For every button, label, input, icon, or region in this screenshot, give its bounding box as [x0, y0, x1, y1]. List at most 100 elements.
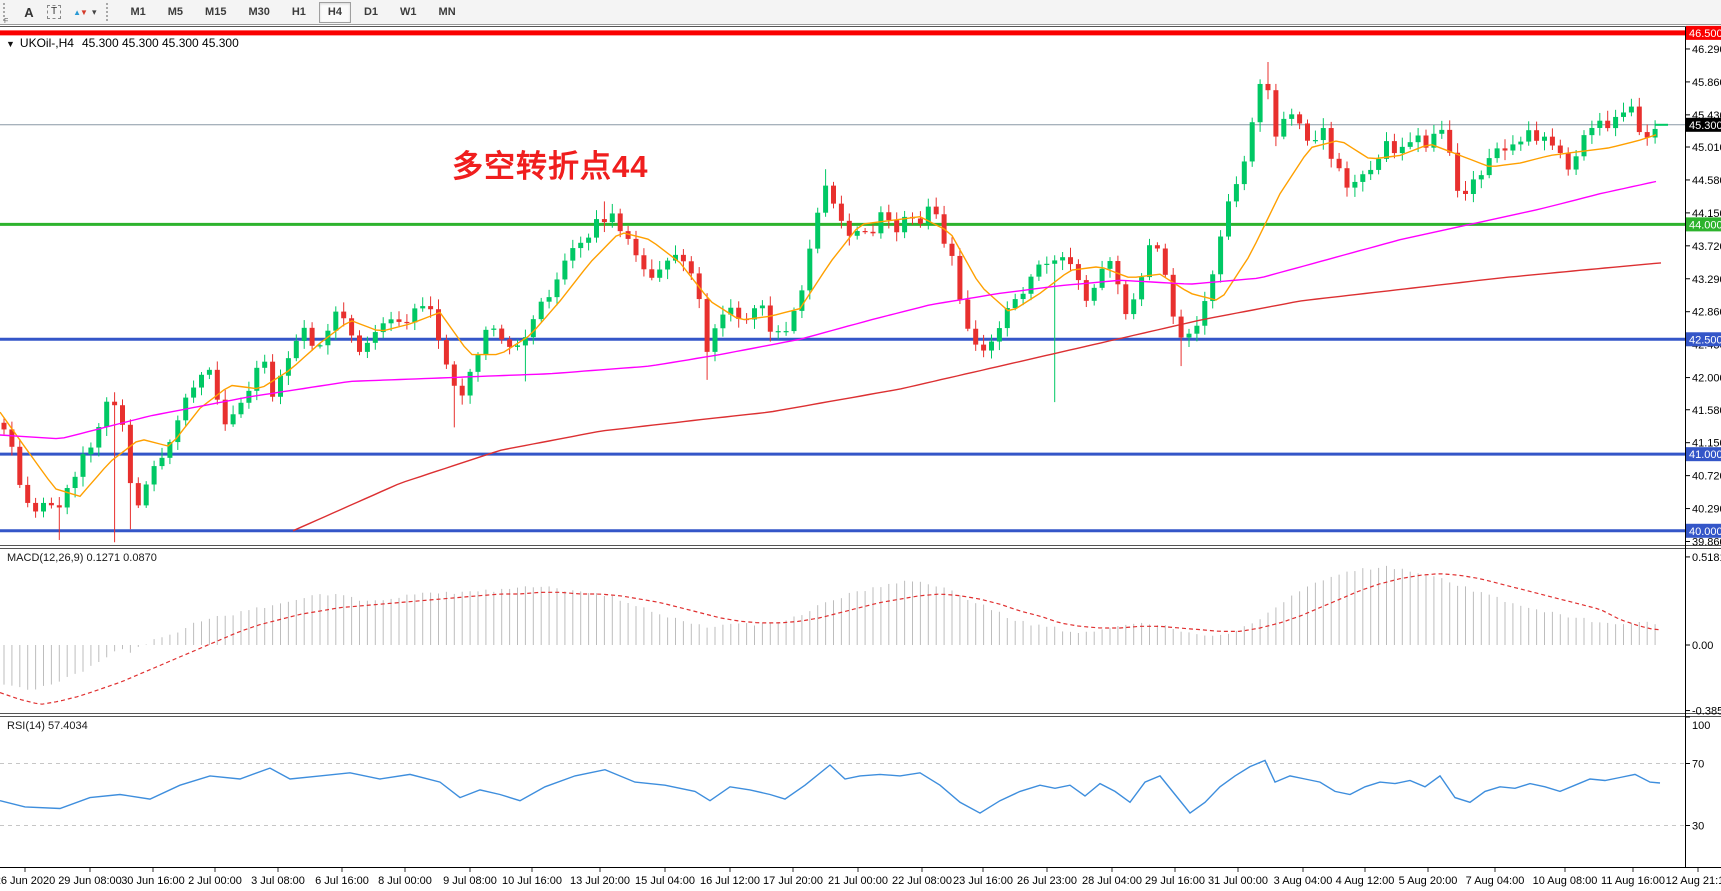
timeframe-button-M1[interactable]: M1	[130, 6, 146, 18]
timeframe-button-H1[interactable]: H1	[291, 6, 306, 18]
arrows-icon: ▲ ▼ ▾	[73, 7, 96, 18]
svg-text:5 Aug 20:00: 5 Aug 20:00	[1399, 875, 1458, 887]
svg-text:42.860: 42.860	[1692, 307, 1721, 319]
price-axis[interactable]: 46.29045.86045.43045.01044.58044.15043.7…	[1685, 25, 1721, 833]
svg-text:30: 30	[1692, 821, 1704, 833]
svg-text:15 Jul 04:00: 15 Jul 04:00	[635, 875, 695, 887]
svg-text:7 Aug 04:00: 7 Aug 04:00	[1466, 875, 1525, 887]
price-badge-44.000	[1686, 217, 1721, 232]
svg-text:31 Jul 00:00: 31 Jul 00:00	[1208, 875, 1268, 887]
svg-text:100: 100	[1692, 720, 1710, 732]
rsi-indicator-label: RSI(14) 57.4034	[7, 720, 88, 732]
svg-text:44.150: 44.150	[1692, 208, 1721, 220]
text-box-tool-glyph: T	[47, 5, 62, 19]
svg-text:45.300: 45.300	[1689, 120, 1721, 132]
timeframe-button-MN[interactable]: MN	[438, 6, 456, 18]
time-axis[interactable]: 26 Jun 2020 29 Jun 08:00 30 Jun 16:00 2 Jul…	[0, 868, 1721, 887]
svg-text:29 Jul 16:00: 29 Jul 16:00	[1145, 875, 1205, 887]
svg-text:22 Jul 08:00: 22 Jul 08:00	[892, 875, 952, 887]
svg-text:16 Jul 12:00: 16 Jul 12:00	[700, 875, 760, 887]
svg-text:10 Aug 08:00: 10 Aug 08:00	[1533, 875, 1598, 887]
ohlc-values: 45.300 45.300 45.300 45.300	[81, 36, 239, 50]
svg-text:30 Jun 16:00: 30 Jun 16:00	[121, 875, 185, 887]
price-badge-46.500	[1686, 25, 1721, 40]
svg-text:43.290: 43.290	[1692, 274, 1721, 286]
svg-text:21 Jul 00:00: 21 Jul 00:00	[828, 875, 888, 887]
svg-text:41.150: 41.150	[1692, 438, 1721, 450]
arrow-up-icon: ▲	[73, 7, 82, 17]
svg-text:46.290: 46.290	[1692, 44, 1721, 56]
price-badge-42.500	[1686, 332, 1721, 347]
timeframe-button-W1[interactable]: W1	[400, 6, 417, 18]
toolbar: F A T ▲ ▼ ▾ M1 M5 M15 M30 H1 H4 D1 W1 MN	[0, 0, 1721, 25]
svg-text:3 Aug 04:00: 3 Aug 04:00	[1274, 875, 1333, 887]
svg-text:12 Aug 21:15: 12 Aug 21:15	[1666, 875, 1721, 887]
svg-text:4 Aug 12:00: 4 Aug 12:00	[1336, 875, 1395, 887]
ma-fast-line	[0, 134, 1657, 498]
rsi-line	[0, 759, 1661, 815]
svg-text:28 Jul 04:00: 28 Jul 04:00	[1082, 875, 1142, 887]
svg-text:39.860: 39.860	[1692, 537, 1721, 549]
symbol-period-label: UKOil-,H4	[19, 36, 74, 50]
svg-text:42.000: 42.000	[1692, 373, 1721, 385]
svg-text:9 Jul 08:00: 9 Jul 08:00	[443, 875, 497, 887]
svg-text:43.720: 43.720	[1692, 241, 1721, 253]
svg-text:42.500: 42.500	[1689, 334, 1721, 346]
svg-text:2 Jul 00:00: 2 Jul 00:00	[188, 875, 242, 887]
chart-text-annotation[interactable]: 多空转折点44	[452, 149, 649, 184]
timeframe-button-M15[interactable]: M15	[205, 6, 227, 18]
svg-text:45.860: 45.860	[1692, 77, 1721, 89]
timeframe-button-M5[interactable]: M5	[167, 6, 184, 18]
toolbar-grip[interactable]: F	[3, 3, 12, 25]
grip-f-label: F	[4, 18, 9, 25]
timeframe-button-H4[interactable]: H4	[318, 1, 351, 23]
svg-text:41.580: 41.580	[1692, 405, 1721, 417]
svg-text:40.000: 40.000	[1689, 526, 1721, 538]
text-label-tool-button[interactable]: A	[18, 2, 40, 22]
price-badge-45.300	[1686, 117, 1721, 132]
svg-text:46.500: 46.500	[1689, 28, 1721, 40]
svg-text:13 Jul 20:00: 13 Jul 20:00	[570, 875, 630, 887]
macd-indicator-label: MACD(12,26,9) 0.1271 0.0870	[7, 552, 157, 564]
svg-text:29 Jun 08:00: 29 Jun 08:00	[58, 875, 122, 887]
candlesticks	[1, 61, 1658, 543]
macd-panel	[0, 565, 1660, 705]
svg-text:11 Aug 16:00: 11 Aug 16:00	[1601, 875, 1665, 887]
svg-text:26 Jul 23:00: 26 Jul 23:00	[1017, 875, 1077, 887]
svg-text:44.000: 44.000	[1689, 219, 1721, 231]
svg-text:45.010: 45.010	[1692, 142, 1721, 154]
toolbar-grip-2[interactable]	[106, 3, 115, 21]
timeframe-button-M30[interactable]: M30	[248, 6, 270, 18]
price-badge-41.000	[1686, 447, 1721, 462]
svg-text:26 Jun 2020: 26 Jun 2020	[0, 875, 55, 887]
chart-title: ▼ UKOil-,H4 45.300 45.300 45.300 45.300	[6, 36, 239, 50]
ma-medium-line	[0, 180, 1657, 440]
svg-text:41.000: 41.000	[1689, 449, 1721, 461]
svg-text:40.290: 40.290	[1692, 504, 1721, 516]
svg-text:-0.3856: -0.3856	[1692, 706, 1721, 718]
svg-text:0.00: 0.00	[1692, 640, 1713, 652]
svg-text:6 Jul 16:00: 6 Jul 16:00	[315, 875, 369, 887]
chart-dropdown-icon[interactable]: ▼	[6, 39, 15, 49]
svg-text:8 Jul 00:00: 8 Jul 00:00	[378, 875, 432, 887]
svg-text:17 Jul 20:00: 17 Jul 20:00	[763, 875, 823, 887]
svg-text:40.720: 40.720	[1692, 471, 1721, 483]
arrow-objects-button[interactable]: ▲ ▼ ▾	[68, 2, 101, 22]
chart-canvas[interactable]: 46.29045.86045.43045.01044.58044.15043.7…	[0, 25, 1721, 891]
ma-slow-line	[292, 262, 1662, 532]
timeframe-button-D1[interactable]: D1	[363, 6, 379, 18]
chevron-down-icon: ▾	[91, 6, 97, 17]
text-box-tool-button[interactable]: T	[42, 2, 66, 22]
svg-text:44.580: 44.580	[1692, 175, 1721, 187]
svg-text:10 Jul 16:00: 10 Jul 16:00	[502, 875, 562, 887]
price-badge-40.000	[1686, 523, 1721, 538]
svg-text:23 Jul 16:00: 23 Jul 16:00	[953, 875, 1013, 887]
panel-frames	[0, 26, 1721, 868]
arrow-down-icon: ▼	[80, 7, 88, 17]
main-price-panel	[0, 30, 1685, 543]
rsi-panel	[0, 759, 1685, 826]
svg-text:3 Jul 08:00: 3 Jul 08:00	[251, 875, 305, 887]
svg-text:70: 70	[1692, 759, 1704, 771]
svg-text:0.5181: 0.5181	[1692, 552, 1721, 564]
